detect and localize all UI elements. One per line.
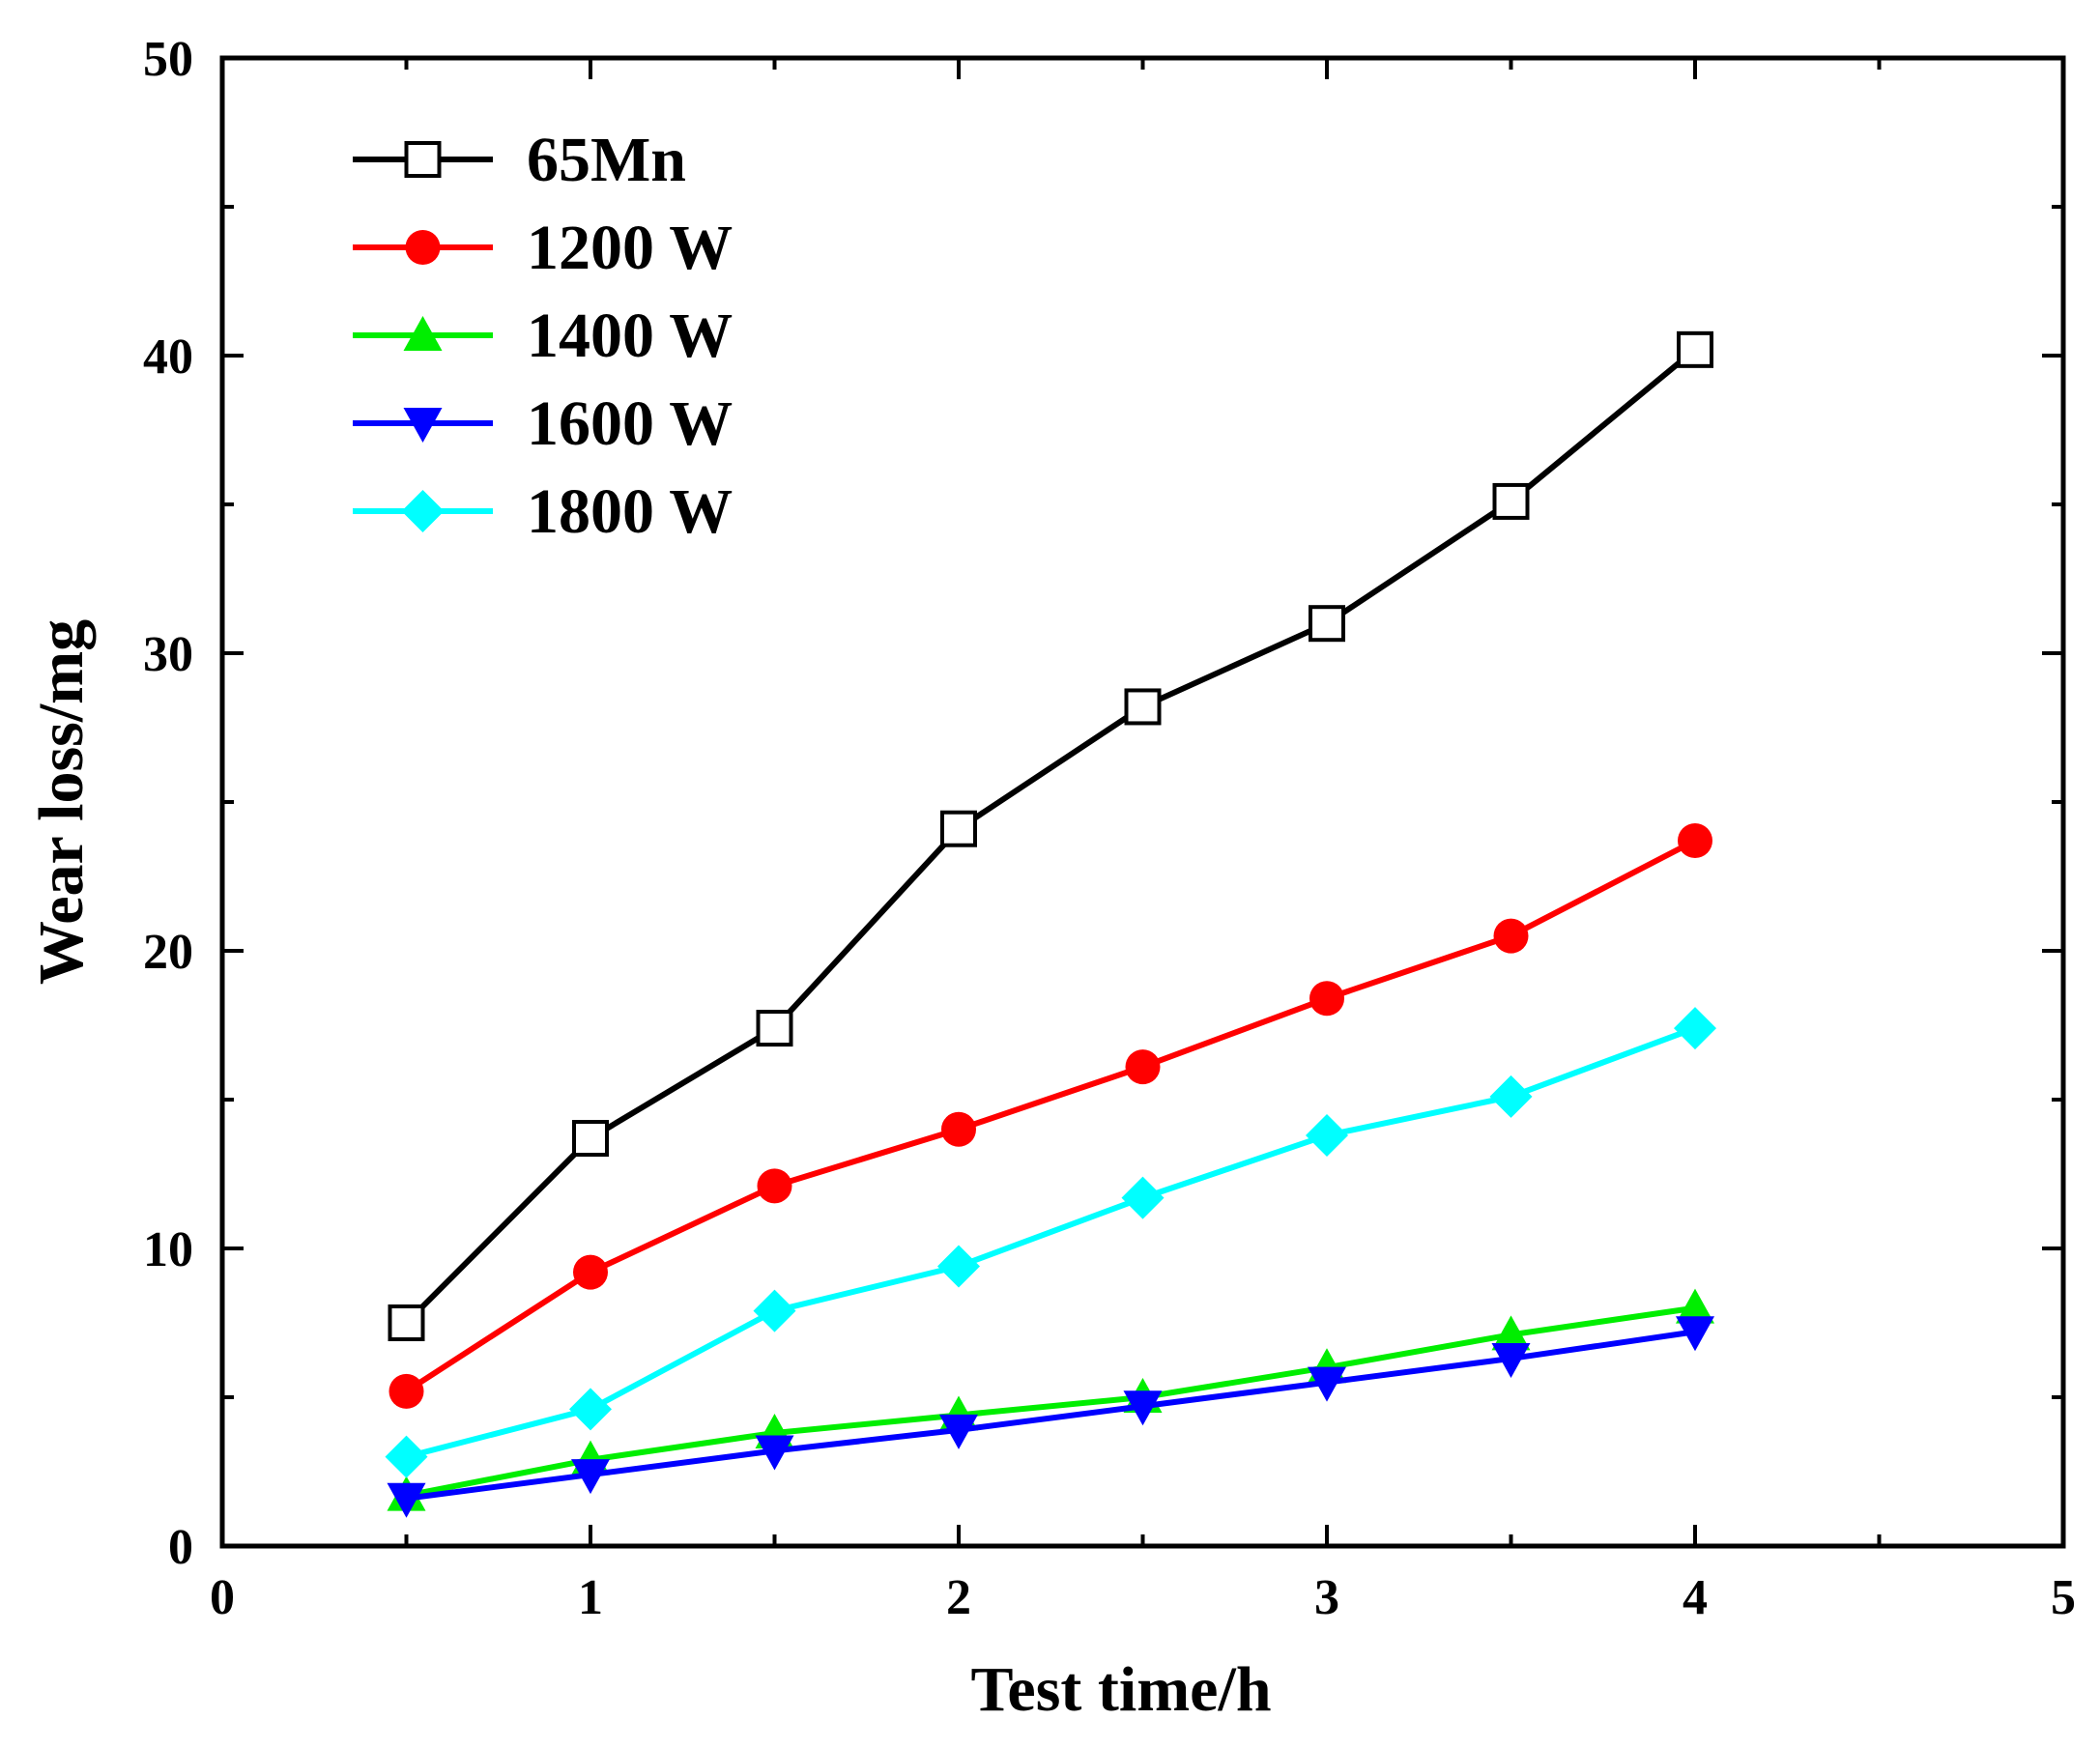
data-point xyxy=(1309,981,1344,1017)
data-point xyxy=(571,1459,610,1495)
legend: 65Mn 1200 W 1400 W 1600 W 1800 W xyxy=(353,125,733,547)
legend-entry: 1600 W xyxy=(353,388,733,459)
data-point xyxy=(573,1254,608,1290)
x-tick-label: 3 xyxy=(1314,1570,1339,1625)
series-line xyxy=(404,838,1697,1394)
series-line xyxy=(405,1304,1696,1499)
data-point xyxy=(388,1373,424,1409)
data-point xyxy=(1491,1315,1531,1351)
data-point xyxy=(937,1245,980,1288)
legend-marker xyxy=(404,141,442,178)
data-point xyxy=(569,1388,612,1431)
data-point xyxy=(1678,823,1712,859)
data-point xyxy=(1491,1342,1531,1378)
data-point xyxy=(1309,605,1345,643)
data-point xyxy=(753,1289,796,1332)
y-tick-label: 10 xyxy=(143,1222,193,1277)
data-point xyxy=(388,1304,425,1341)
data-point xyxy=(1676,1316,1714,1352)
data-point xyxy=(387,1482,426,1518)
x-axis-title: Test time/h xyxy=(970,1654,1271,1725)
data-point xyxy=(572,1120,609,1158)
legend-label: 1400 W xyxy=(527,301,733,371)
data-point xyxy=(1489,1075,1533,1118)
series-1800w xyxy=(385,1007,1716,1478)
legend-label: 1600 W xyxy=(527,388,733,459)
series-line xyxy=(404,347,1697,1326)
data-point xyxy=(1676,1288,1714,1324)
data-point xyxy=(1308,1366,1346,1402)
data-point xyxy=(1125,1049,1161,1085)
y-axis-title: Wear loss/mg xyxy=(26,619,97,985)
data-point xyxy=(385,1435,428,1478)
legend-entry: 1400 W xyxy=(353,301,733,371)
axis-ticks xyxy=(220,56,2065,1548)
legend-label: 65Mn xyxy=(527,125,686,195)
x-tick-label: 1 xyxy=(578,1570,603,1625)
y-tick-label: 0 xyxy=(168,1520,193,1575)
legend-label: 1800 W xyxy=(527,476,733,547)
data-point xyxy=(1306,1113,1348,1157)
data-point xyxy=(1492,482,1530,520)
data-point xyxy=(941,1111,976,1147)
y-tick-label: 50 xyxy=(143,32,193,87)
data-point xyxy=(1124,688,1162,726)
legend-entry: 1200 W xyxy=(353,213,733,283)
y-tick-label: 20 xyxy=(143,925,193,980)
x-tick-label: 2 xyxy=(946,1570,971,1625)
legend-marker xyxy=(403,408,443,443)
data-point xyxy=(1121,1176,1165,1219)
series-1200w xyxy=(388,823,1712,1409)
legend-entry: 65Mn xyxy=(353,125,686,195)
legend-marker xyxy=(403,316,443,351)
series-line xyxy=(406,1329,1696,1502)
series-1600w xyxy=(387,1316,1714,1518)
data-point xyxy=(940,810,977,847)
legend-entry: 1800 W xyxy=(353,476,733,547)
legend-marker xyxy=(401,490,445,532)
series-line xyxy=(405,1025,1697,1460)
data-point xyxy=(756,1010,793,1047)
data-point xyxy=(1674,1007,1716,1050)
data-point xyxy=(1493,918,1529,954)
y-tick-label: 30 xyxy=(143,627,193,682)
data-point xyxy=(757,1168,792,1204)
x-tick-label: 0 xyxy=(210,1570,235,1625)
legend-label: 1200 W xyxy=(527,213,733,283)
series-65mn xyxy=(388,330,1713,1341)
x-tick-label: 5 xyxy=(2051,1570,2076,1625)
y-tick-label: 40 xyxy=(143,330,193,385)
data-point xyxy=(1123,1390,1163,1426)
plot-frame xyxy=(219,55,2066,1549)
series-layer xyxy=(385,330,1716,1518)
legend-marker xyxy=(405,230,441,265)
data-point xyxy=(755,1435,794,1471)
x-tick-label: 4 xyxy=(1683,1570,1708,1625)
data-point xyxy=(939,1414,978,1449)
data-point xyxy=(1677,330,1713,368)
